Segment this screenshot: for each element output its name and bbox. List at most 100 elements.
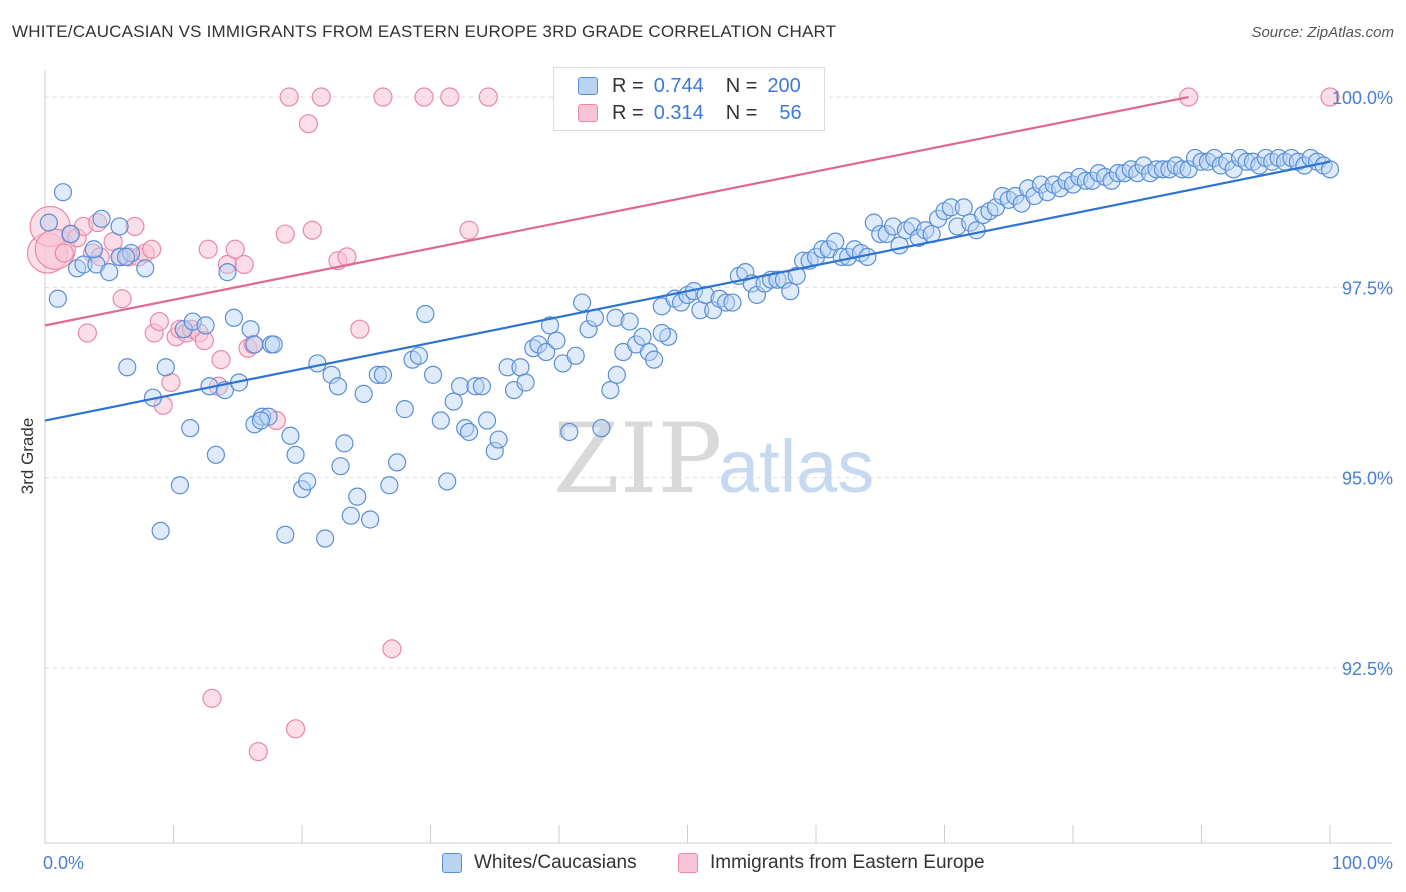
blue-point (328, 377, 348, 396)
pink-point (1320, 87, 1340, 107)
source-credit: Source: ZipAtlas.com (1251, 24, 1394, 41)
pink-point (194, 331, 214, 351)
pink-point (478, 87, 498, 107)
blue-point (116, 247, 136, 266)
pink-point (248, 742, 268, 762)
watermark-zip: ZIP (553, 403, 722, 515)
y-tick-label: 100.0% (1332, 88, 1393, 108)
legend-r-label: R = (612, 101, 644, 124)
axes (44, 70, 1392, 844)
blue-point (1147, 160, 1166, 179)
legend-swatch-pink (578, 104, 598, 122)
pink-point (298, 114, 319, 134)
blue-point (941, 198, 961, 217)
series-legend: Whites/Caucasians Immigrants from Easter… (0, 852, 1406, 878)
pink-point (125, 216, 145, 237)
blue-point (264, 335, 283, 354)
pink-point (198, 239, 218, 259)
blue-point (170, 476, 190, 495)
pink-point (459, 220, 479, 240)
blue-point (206, 445, 226, 464)
blue-point (537, 342, 556, 362)
blue-point (387, 453, 407, 472)
pink-point (54, 243, 74, 263)
pink-point (440, 87, 460, 107)
blue-point (224, 308, 243, 327)
series-legend-immigrants: Immigrants from Eastern Europe (678, 852, 985, 874)
blue-point (723, 293, 742, 312)
blue-point (606, 308, 625, 327)
pink-point (302, 220, 322, 240)
blue-point (864, 213, 883, 232)
tick-labels: 100.0% 97.5% 95.0% 92.5% 0.0% 100.0% (43, 88, 1393, 873)
blue-point (53, 183, 73, 202)
pink-point (234, 254, 254, 275)
series-legend-label: Immigrants from Eastern Europe (710, 852, 985, 873)
blue-point (241, 320, 260, 339)
legend-swatch-blue (578, 77, 598, 95)
blue-point (516, 373, 535, 392)
blue-point (511, 358, 530, 377)
blue-point (547, 331, 566, 350)
pink-point (77, 323, 98, 343)
trend-line-immigrants (44, 95, 1189, 327)
blue-point (341, 506, 360, 525)
legend-r-value: 0.314 (653, 101, 704, 124)
pink-point (275, 224, 295, 244)
blue-point (781, 282, 800, 301)
blue-point (416, 304, 435, 324)
y-axis-label: 3rd Grade (18, 418, 37, 495)
blue-point (298, 472, 317, 491)
blue-point (477, 411, 497, 430)
legend-r-value: 0.744 (653, 74, 704, 97)
blue-point (316, 529, 335, 548)
blue-point (48, 289, 67, 308)
blue-point (768, 270, 787, 289)
blue-point (671, 293, 691, 312)
blue-point (331, 457, 350, 476)
pink-point (202, 688, 222, 708)
blue-point (529, 335, 548, 354)
blue-point (1128, 164, 1147, 183)
blue-point (136, 259, 155, 278)
series-legend-swatch-blue (442, 853, 462, 873)
blue-point (118, 358, 137, 377)
chart-title: WHITE/CAUCASIAN VS IMMIGRANTS FROM EASTE… (12, 22, 837, 41)
blue-point (472, 377, 491, 396)
blue-point (877, 224, 896, 244)
blue-point (485, 441, 504, 461)
blue-point (607, 365, 626, 384)
blue-point (286, 445, 305, 464)
blue-point (409, 346, 429, 365)
blue-point (573, 293, 592, 312)
pink-point (311, 87, 331, 107)
blue-point (644, 350, 664, 369)
blue-point (373, 365, 393, 384)
blue-point (380, 476, 399, 495)
blue-point (335, 434, 354, 453)
blue-point (395, 400, 414, 419)
blue-point (245, 335, 264, 354)
blue-point (652, 323, 671, 343)
pink-point (225, 239, 245, 259)
series-legend-label: Whites/Caucasians (474, 852, 637, 873)
blue-point (566, 346, 585, 365)
blue-point (196, 316, 215, 335)
blue-point (1320, 160, 1340, 179)
blue-point (560, 422, 579, 442)
y-tick-label: 97.5% (1342, 278, 1393, 298)
pink-point (373, 87, 393, 107)
blue-point (368, 365, 387, 384)
blue-point (826, 232, 845, 251)
blue-point (489, 430, 508, 449)
blue-point (100, 263, 119, 282)
trend-lines (44, 95, 1331, 422)
legend-n-value: 56 (779, 101, 802, 124)
blue-point (251, 411, 270, 430)
blue-point (954, 198, 973, 217)
pink-point (149, 311, 169, 332)
watermark: ZIP atlas (553, 403, 874, 515)
blue-point (39, 213, 58, 232)
pink-point (211, 350, 231, 370)
